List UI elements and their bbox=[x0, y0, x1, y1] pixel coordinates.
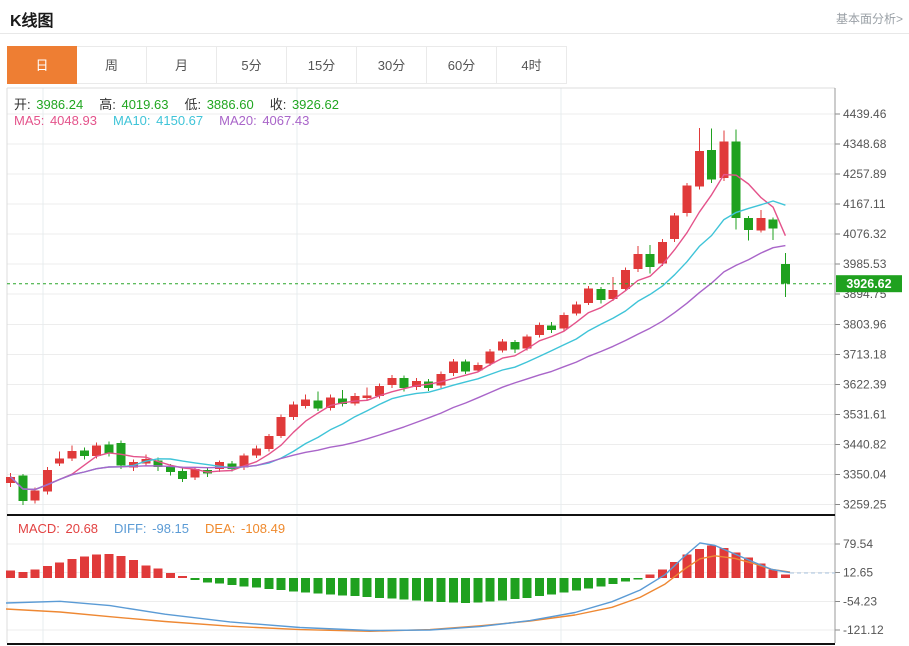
svg-text:-54.23: -54.23 bbox=[843, 594, 877, 608]
svg-text:3622.39: 3622.39 bbox=[843, 377, 887, 391]
svg-text:-121.12: -121.12 bbox=[843, 623, 884, 637]
svg-text:3350.04: 3350.04 bbox=[843, 467, 887, 481]
svg-text:3531.61: 3531.61 bbox=[843, 407, 887, 421]
svg-text:4167.11: 4167.11 bbox=[843, 197, 886, 211]
period-tabs: 日周月 5分 15分 30分 60分 4时 bbox=[7, 46, 567, 84]
svg-text:4076.32: 4076.32 bbox=[843, 227, 887, 241]
page-header: K线图 基本面分析> bbox=[0, 0, 909, 34]
svg-text:3440.82: 3440.82 bbox=[843, 437, 887, 451]
svg-text:3259.25: 3259.25 bbox=[843, 498, 887, 512]
svg-text:4348.68: 4348.68 bbox=[843, 137, 887, 151]
tab-月[interactable]: 月 bbox=[147, 46, 217, 84]
tab-日[interactable]: 日 bbox=[7, 46, 77, 84]
tab-5分[interactable]: 5分 bbox=[217, 46, 287, 84]
svg-text:79.54: 79.54 bbox=[843, 537, 873, 551]
svg-text:3926.62: 3926.62 bbox=[846, 277, 891, 291]
svg-text:4257.89: 4257.89 bbox=[843, 167, 887, 181]
svg-text:12.65: 12.65 bbox=[843, 566, 873, 580]
fundamental-analysis-link[interactable]: 基本面分析> bbox=[835, 12, 903, 26]
svg-text:3713.18: 3713.18 bbox=[843, 347, 887, 361]
tab-60分[interactable]: 60分 bbox=[427, 46, 497, 84]
tab-30分[interactable]: 30分 bbox=[357, 46, 427, 84]
svg-text:3803.96: 3803.96 bbox=[843, 317, 887, 331]
svg-text:3985.53: 3985.53 bbox=[843, 257, 887, 271]
tab-4时[interactable]: 4时 bbox=[497, 46, 567, 84]
tab-周[interactable]: 周 bbox=[77, 46, 147, 84]
svg-text:4439.46: 4439.46 bbox=[843, 107, 887, 121]
tab-15分[interactable]: 15分 bbox=[287, 46, 357, 84]
page-title: K线图 bbox=[10, 13, 54, 30]
